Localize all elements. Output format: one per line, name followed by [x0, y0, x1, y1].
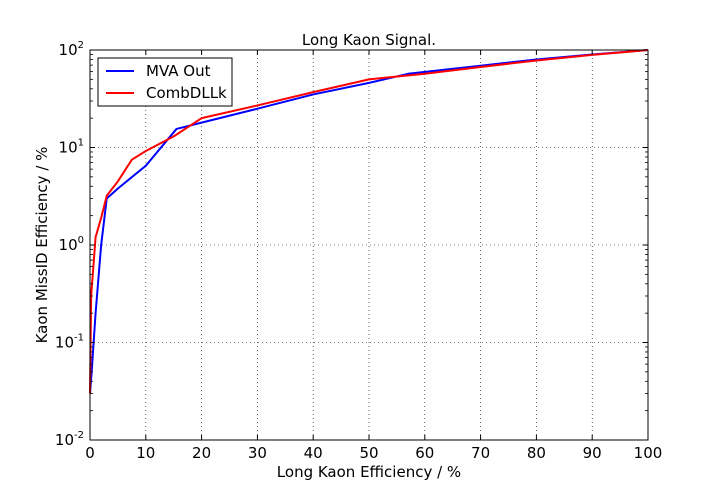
series-line-combdllk	[89, 49, 649, 394]
x-tick-label: 80	[527, 444, 546, 462]
series-line-mva-out	[89, 49, 649, 394]
series-layer	[89, 49, 649, 394]
y-tick-label: 101	[59, 138, 84, 157]
y-tick-label: 10-2	[55, 430, 84, 449]
x-tick-label: 20	[192, 444, 211, 462]
legend-box	[97, 57, 233, 107]
x-tick-label: 100	[634, 444, 663, 462]
y-tick-label: 100	[59, 235, 84, 254]
x-tick-label: 90	[583, 444, 602, 462]
legend: MVA Out CombDLLk	[97, 57, 233, 107]
chart-title: Long Kaon Signal.	[302, 31, 436, 49]
x-tick-label: 40	[304, 444, 323, 462]
y-tick-label: 102	[59, 40, 84, 59]
x-tick-label: 30	[248, 444, 267, 462]
x-tick-label: 10	[136, 444, 155, 462]
x-tick-label: 0	[85, 444, 95, 462]
y-axis-label: Kaon MissID Efficiency / %	[33, 147, 51, 344]
x-tick-label: 50	[359, 444, 378, 462]
x-tick-label: 60	[415, 444, 434, 462]
legend-label-mva-out: MVA Out	[146, 62, 211, 80]
y-tick-label: 10-1	[55, 333, 84, 352]
x-tick-label: 70	[471, 444, 490, 462]
x-axis-label: Long Kaon Efficiency / %	[277, 463, 461, 481]
legend-label-combdllk: CombDLLk	[146, 84, 227, 102]
axis-ticks: 0 10 20 30 40 50 60 70 80 90 100 10-2 10-1 100 101 102	[55, 40, 662, 462]
